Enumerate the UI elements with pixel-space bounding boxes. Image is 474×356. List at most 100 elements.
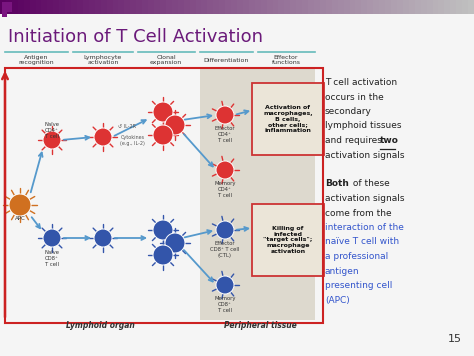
Bar bbox=[190, 0, 197, 14]
Bar bbox=[0, 0, 7, 14]
Text: interaction of the: interaction of the bbox=[325, 223, 404, 232]
Bar bbox=[332, 0, 339, 14]
Bar bbox=[142, 0, 149, 14]
Bar bbox=[207, 0, 214, 14]
Bar bbox=[468, 0, 474, 14]
Bar bbox=[29, 0, 36, 14]
Bar bbox=[178, 0, 185, 14]
Bar bbox=[379, 0, 386, 14]
Text: Both: Both bbox=[325, 179, 349, 188]
Circle shape bbox=[216, 106, 234, 124]
Circle shape bbox=[94, 229, 112, 247]
Circle shape bbox=[43, 131, 61, 149]
Text: ↺ IL-2R: ↺ IL-2R bbox=[118, 124, 136, 129]
Bar bbox=[124, 0, 131, 14]
Text: lymphoid tissues: lymphoid tissues bbox=[325, 121, 401, 131]
Bar bbox=[314, 0, 321, 14]
Text: Killing of
infected
"target cells";
macrophage
activation: Killing of infected "target cells"; macr… bbox=[264, 226, 313, 254]
Bar bbox=[323, 68, 474, 338]
Text: and requires: and requires bbox=[325, 136, 385, 145]
Text: Peripheral tissue: Peripheral tissue bbox=[224, 321, 296, 330]
Bar bbox=[225, 0, 232, 14]
Bar bbox=[18, 0, 25, 14]
Text: (APC): (APC) bbox=[325, 295, 350, 304]
Bar bbox=[320, 0, 327, 14]
Bar bbox=[130, 0, 137, 14]
Circle shape bbox=[216, 161, 234, 179]
Bar bbox=[427, 0, 434, 14]
Text: Naïve
CD4⁺
T cell: Naïve CD4⁺ T cell bbox=[45, 122, 60, 138]
Bar bbox=[118, 0, 126, 14]
Bar bbox=[166, 0, 173, 14]
Bar bbox=[450, 0, 457, 14]
Bar bbox=[284, 0, 292, 14]
Text: Effector
CD4⁺
T cell: Effector CD4⁺ T cell bbox=[215, 126, 235, 143]
Bar bbox=[77, 0, 84, 14]
Text: T cell activation: T cell activation bbox=[325, 78, 397, 87]
Bar bbox=[24, 0, 31, 14]
Bar bbox=[261, 0, 268, 14]
Bar bbox=[367, 0, 374, 14]
Bar bbox=[243, 0, 250, 14]
Text: Cytokines
(e.g., IL-2): Cytokines (e.g., IL-2) bbox=[120, 135, 145, 146]
Bar bbox=[308, 0, 315, 14]
Text: a professional: a professional bbox=[325, 252, 388, 261]
Circle shape bbox=[153, 245, 173, 265]
Bar bbox=[361, 0, 368, 14]
Text: antigen: antigen bbox=[325, 267, 360, 276]
Text: Effector
functions: Effector functions bbox=[272, 54, 301, 66]
Bar bbox=[409, 0, 416, 14]
Circle shape bbox=[153, 220, 173, 240]
Bar bbox=[107, 0, 114, 14]
Bar bbox=[349, 0, 356, 14]
Text: presenting cell: presenting cell bbox=[325, 281, 392, 290]
Bar bbox=[444, 0, 451, 14]
Text: come from the: come from the bbox=[325, 209, 392, 218]
Bar bbox=[6, 0, 13, 14]
Circle shape bbox=[153, 125, 173, 145]
Bar bbox=[415, 0, 422, 14]
Bar bbox=[391, 0, 398, 14]
Text: Differentiation: Differentiation bbox=[203, 58, 249, 63]
Text: Activation of
macrophages,
B cells,
other cells;
inflammation: Activation of macrophages, B cells, othe… bbox=[263, 105, 313, 133]
Bar bbox=[373, 0, 380, 14]
Text: occurs in the: occurs in the bbox=[325, 93, 384, 101]
Text: Naïve
CD8⁺
T cell: Naïve CD8⁺ T cell bbox=[45, 250, 60, 267]
Text: Lymphocyte
activation: Lymphocyte activation bbox=[84, 54, 122, 66]
Bar bbox=[41, 0, 48, 14]
Bar bbox=[100, 0, 108, 14]
Bar bbox=[5, 68, 323, 323]
Bar bbox=[201, 0, 209, 14]
Bar bbox=[71, 0, 78, 14]
Bar bbox=[356, 0, 363, 14]
FancyBboxPatch shape bbox=[252, 83, 324, 155]
Bar bbox=[266, 0, 273, 14]
Bar bbox=[53, 0, 60, 14]
Bar bbox=[136, 0, 143, 14]
Bar bbox=[237, 0, 244, 14]
Text: Memory
CD8⁺
T cell: Memory CD8⁺ T cell bbox=[214, 296, 236, 313]
Text: Effector
CD8⁺ T cell
(CTL): Effector CD8⁺ T cell (CTL) bbox=[210, 241, 240, 258]
Circle shape bbox=[9, 194, 31, 216]
Text: Lymphoid organ: Lymphoid organ bbox=[65, 321, 134, 330]
Circle shape bbox=[153, 102, 173, 122]
Bar bbox=[12, 0, 19, 14]
Bar bbox=[462, 0, 469, 14]
Text: two: two bbox=[380, 136, 399, 145]
Bar bbox=[47, 0, 55, 14]
Bar bbox=[249, 0, 256, 14]
Bar bbox=[89, 0, 96, 14]
Bar bbox=[195, 0, 202, 14]
Bar bbox=[344, 0, 351, 14]
Bar bbox=[213, 0, 220, 14]
Text: of these: of these bbox=[350, 179, 390, 188]
Circle shape bbox=[165, 115, 185, 135]
Bar bbox=[219, 0, 226, 14]
Bar bbox=[337, 0, 345, 14]
Bar bbox=[59, 0, 66, 14]
Circle shape bbox=[216, 221, 234, 239]
Text: 15: 15 bbox=[448, 334, 462, 344]
Bar bbox=[36, 0, 43, 14]
FancyBboxPatch shape bbox=[252, 204, 324, 276]
Text: naïve T cell with: naïve T cell with bbox=[325, 237, 399, 246]
